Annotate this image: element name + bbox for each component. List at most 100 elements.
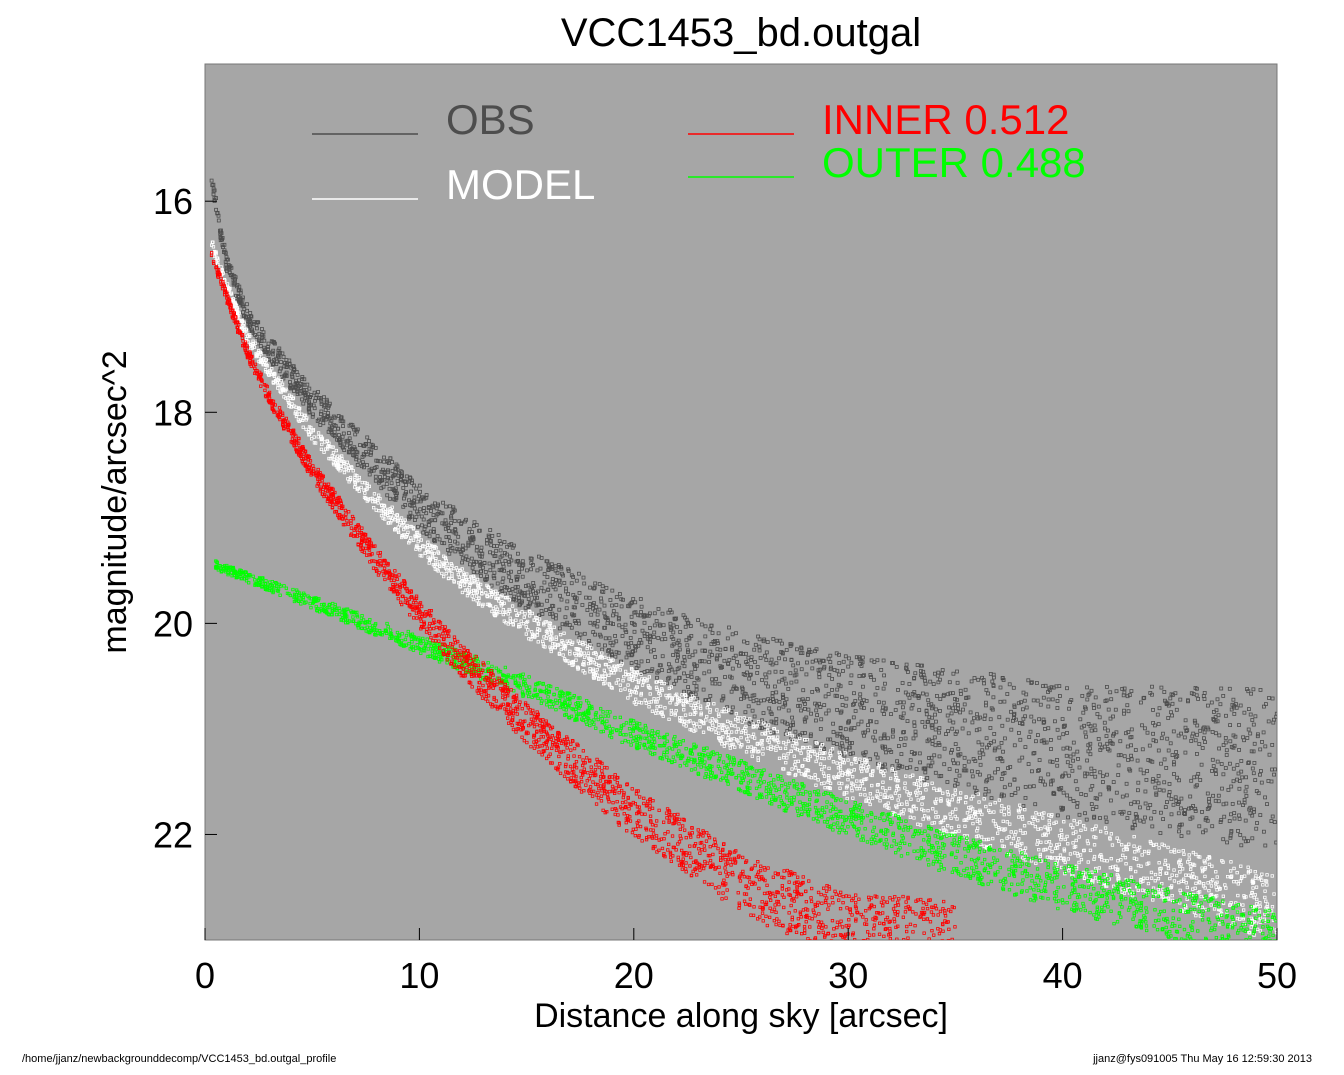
point-outer bbox=[1230, 946, 1233, 949]
point-obs bbox=[280, 351, 285, 356]
point-obs bbox=[492, 576, 497, 581]
point-obs bbox=[313, 396, 318, 401]
point-obs bbox=[678, 630, 683, 634]
point-obs bbox=[832, 668, 837, 672]
point-obs bbox=[1252, 807, 1256, 812]
point-obs bbox=[633, 610, 638, 615]
point-obs bbox=[690, 653, 695, 658]
point-obs bbox=[962, 755, 967, 760]
point-obs bbox=[862, 673, 866, 678]
point-obs bbox=[1193, 720, 1198, 725]
point-obs bbox=[1012, 711, 1017, 716]
point-obs bbox=[1055, 758, 1059, 762]
point-obs bbox=[682, 664, 687, 669]
point-obs bbox=[1092, 723, 1097, 728]
point-obs bbox=[745, 670, 749, 675]
point-obs bbox=[955, 669, 959, 674]
point-obs bbox=[1085, 771, 1090, 776]
point-obs bbox=[652, 630, 657, 635]
point-obs bbox=[956, 747, 961, 751]
point-obs bbox=[652, 623, 657, 628]
point-obs bbox=[614, 603, 619, 607]
point-obs bbox=[949, 711, 954, 716]
point-obs bbox=[1191, 804, 1195, 808]
point-obs bbox=[682, 671, 686, 676]
point-obs bbox=[266, 341, 271, 346]
point-obs bbox=[955, 697, 959, 702]
point-obs bbox=[675, 625, 679, 629]
point-obs bbox=[1176, 733, 1181, 738]
point-obs bbox=[822, 664, 827, 669]
point-obs bbox=[1075, 787, 1080, 792]
point-obs bbox=[1088, 752, 1093, 757]
point-obs bbox=[1038, 702, 1043, 707]
point-obs bbox=[937, 754, 942, 759]
point-obs bbox=[887, 748, 892, 752]
point-obs bbox=[580, 603, 585, 607]
point-obs bbox=[1228, 723, 1232, 727]
point-obs bbox=[546, 568, 551, 572]
point-obs bbox=[964, 768, 969, 773]
point-obs bbox=[1150, 779, 1155, 784]
point-obs bbox=[1055, 699, 1060, 703]
point-obs bbox=[513, 585, 518, 590]
point-obs bbox=[1191, 731, 1196, 736]
point-obs bbox=[933, 727, 938, 732]
point-obs bbox=[465, 558, 470, 562]
point-obs bbox=[731, 656, 736, 660]
point-obs bbox=[1055, 763, 1060, 768]
point-obs bbox=[1041, 684, 1045, 688]
point-obs bbox=[1175, 775, 1179, 780]
point-obs bbox=[752, 714, 757, 719]
point-obs bbox=[788, 644, 793, 648]
point-obs bbox=[632, 629, 637, 634]
point-obs bbox=[1201, 830, 1205, 835]
point-obs bbox=[1021, 690, 1026, 695]
point-obs bbox=[638, 638, 643, 642]
point-obs bbox=[295, 372, 300, 377]
point-obs bbox=[1170, 753, 1175, 757]
point-obs bbox=[733, 653, 738, 658]
point-obs bbox=[536, 601, 541, 606]
point-obs bbox=[259, 327, 264, 331]
point-obs bbox=[894, 665, 899, 669]
point-obs bbox=[648, 634, 652, 639]
point-obs bbox=[595, 619, 600, 623]
point-obs bbox=[1140, 723, 1144, 728]
point-obs bbox=[773, 684, 777, 689]
point-obs bbox=[717, 681, 722, 686]
point-obs bbox=[1187, 806, 1191, 811]
point-obs bbox=[594, 605, 599, 609]
point-obs bbox=[593, 608, 597, 613]
point-obs bbox=[725, 636, 730, 641]
point-obs bbox=[1247, 760, 1251, 765]
point-obs bbox=[1060, 774, 1064, 779]
point-obs bbox=[803, 702, 807, 706]
point-obs bbox=[766, 697, 770, 702]
point-obs bbox=[1237, 779, 1242, 783]
point-obs bbox=[1202, 736, 1206, 741]
point-obs bbox=[1111, 714, 1115, 719]
point-obs bbox=[357, 458, 362, 463]
point-obs bbox=[814, 708, 819, 713]
point-obs bbox=[718, 647, 723, 652]
point-obs bbox=[831, 721, 835, 726]
points-layer bbox=[209, 178, 1277, 949]
point-obs bbox=[881, 700, 886, 705]
point-obs bbox=[300, 382, 305, 387]
point-obs bbox=[1185, 728, 1190, 733]
point-obs bbox=[373, 474, 378, 479]
point-obs bbox=[1156, 781, 1161, 786]
point-obs bbox=[808, 734, 813, 738]
point-obs bbox=[929, 755, 934, 760]
point-obs bbox=[1080, 694, 1085, 698]
point-obs bbox=[844, 696, 849, 701]
point-obs bbox=[453, 539, 458, 544]
point-obs bbox=[896, 688, 900, 692]
point-obs bbox=[710, 681, 715, 686]
point-obs bbox=[841, 669, 845, 673]
point-obs bbox=[1083, 706, 1088, 711]
point-obs bbox=[1150, 684, 1154, 689]
point-obs bbox=[238, 303, 243, 308]
point-obs bbox=[846, 720, 851, 725]
